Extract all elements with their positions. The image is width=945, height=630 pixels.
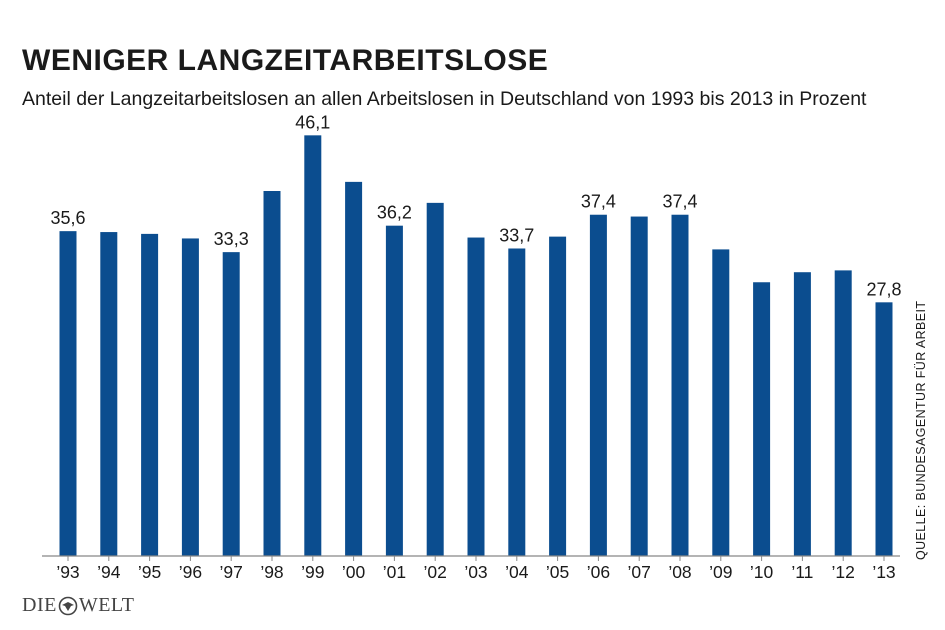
x-tick-label: ’95: [138, 562, 161, 582]
chart-subtitle: Anteil der Langzeitarbeitslosen an allen…: [22, 88, 867, 110]
x-tick-label: ’02: [424, 562, 447, 582]
chart-title: WENIGER LANGZEITARBEITSLOSE: [22, 44, 549, 77]
x-tick-label: ’98: [260, 562, 283, 582]
bar: [589, 214, 607, 556]
x-tick-label: ’13: [872, 562, 895, 582]
x-tick-label: ’11: [791, 562, 813, 582]
x-tick-label: ’96: [179, 562, 202, 582]
x-tick-label: ’97: [220, 562, 243, 582]
bar: [304, 135, 322, 556]
data-label: 37,4: [662, 192, 697, 212]
data-label: 27,8: [866, 279, 901, 299]
bar: [181, 238, 199, 556]
bar: [263, 191, 281, 556]
logo-text-right: WELT: [78, 594, 135, 616]
data-label: 36,2: [377, 203, 412, 223]
x-tick-label: ’12: [832, 562, 855, 582]
bar: [793, 272, 811, 556]
data-label: 46,1: [295, 112, 330, 132]
bar: [712, 249, 730, 556]
logo-text-left: DIE: [22, 594, 57, 616]
x-tick-label: ’99: [301, 562, 324, 582]
x-tick-label: ’93: [56, 562, 79, 582]
bar: [834, 270, 852, 556]
bar: [100, 232, 118, 556]
bar: [426, 202, 444, 557]
data-label: 33,7: [499, 225, 534, 245]
x-tick-label: ’06: [587, 562, 610, 582]
x-tick-label: ’94: [97, 562, 121, 582]
data-label: 33,3: [214, 229, 249, 249]
bar: [141, 233, 159, 556]
eagle-icon: [58, 596, 78, 616]
bar: [875, 302, 893, 556]
bar: [222, 252, 240, 556]
publisher-logo: DIE WELT: [22, 594, 135, 617]
x-tick-label: ’07: [628, 562, 651, 582]
bar: [630, 216, 648, 557]
x-tick-label: ’03: [464, 562, 487, 582]
x-tick-label: ’01: [383, 562, 406, 582]
source-note: QUELLE: BUNDESAGENTUR FÜR ARBEIT: [914, 300, 928, 560]
x-tick-label: ’08: [668, 562, 691, 582]
bar: [549, 236, 567, 556]
x-tick-label: ’04: [505, 562, 529, 582]
data-label: 35,6: [50, 208, 85, 228]
x-tick-label: ’09: [709, 562, 732, 582]
x-tick-label: ’00: [342, 562, 366, 582]
bar: [753, 282, 771, 556]
x-tick-label: ’10: [750, 562, 774, 582]
bar: [508, 248, 526, 557]
bar: [385, 225, 403, 557]
bar: [345, 181, 363, 556]
bar: [467, 237, 485, 556]
bar: [671, 214, 689, 556]
x-tick-label: ’05: [546, 562, 569, 582]
bar: [59, 231, 77, 556]
data-label: 37,4: [581, 192, 616, 212]
